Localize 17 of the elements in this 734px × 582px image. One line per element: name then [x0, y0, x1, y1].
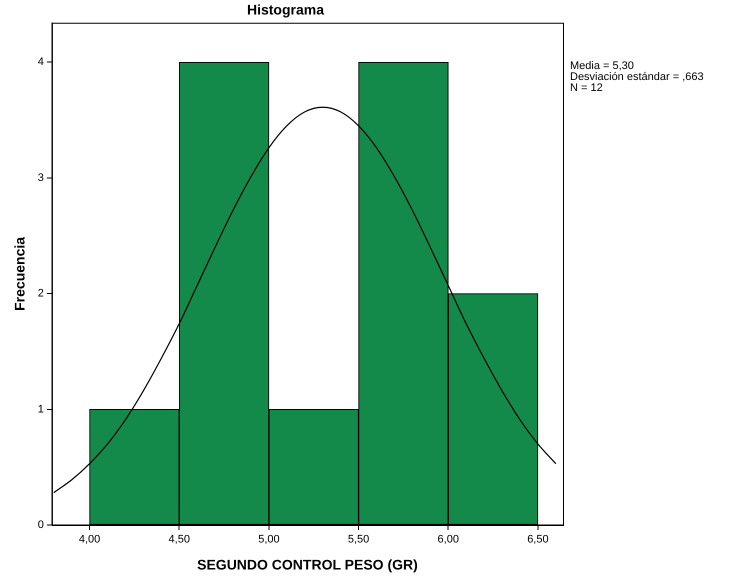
- x-tick-label: 6,50: [527, 534, 549, 546]
- x-tick-label: 5,00: [258, 534, 280, 546]
- text: Desviación estándar = ,663: [570, 71, 704, 83]
- x-tick-label: 4,00: [78, 534, 100, 546]
- x-axis-title: SEGUNDO CONTROL PESO (GR): [197, 556, 418, 572]
- y-tick-label: 2: [38, 288, 44, 300]
- chart-title: Histograma: [246, 1, 324, 18]
- text: N = 12: [570, 82, 604, 94]
- y-axis-title: Frecuencia: [11, 236, 28, 311]
- y-tick-label: 1: [38, 403, 44, 416]
- x-tick-label: 5,50: [348, 534, 370, 546]
- y-tick-label: 4: [38, 56, 44, 68]
- y-tick-label: 0: [38, 519, 44, 532]
- text: Media = 5,30: [570, 60, 634, 72]
- x-tick-label: 4,50: [168, 534, 190, 546]
- y-tick-label: 3: [38, 172, 44, 184]
- x-tick-label: 6,00: [438, 534, 459, 546]
